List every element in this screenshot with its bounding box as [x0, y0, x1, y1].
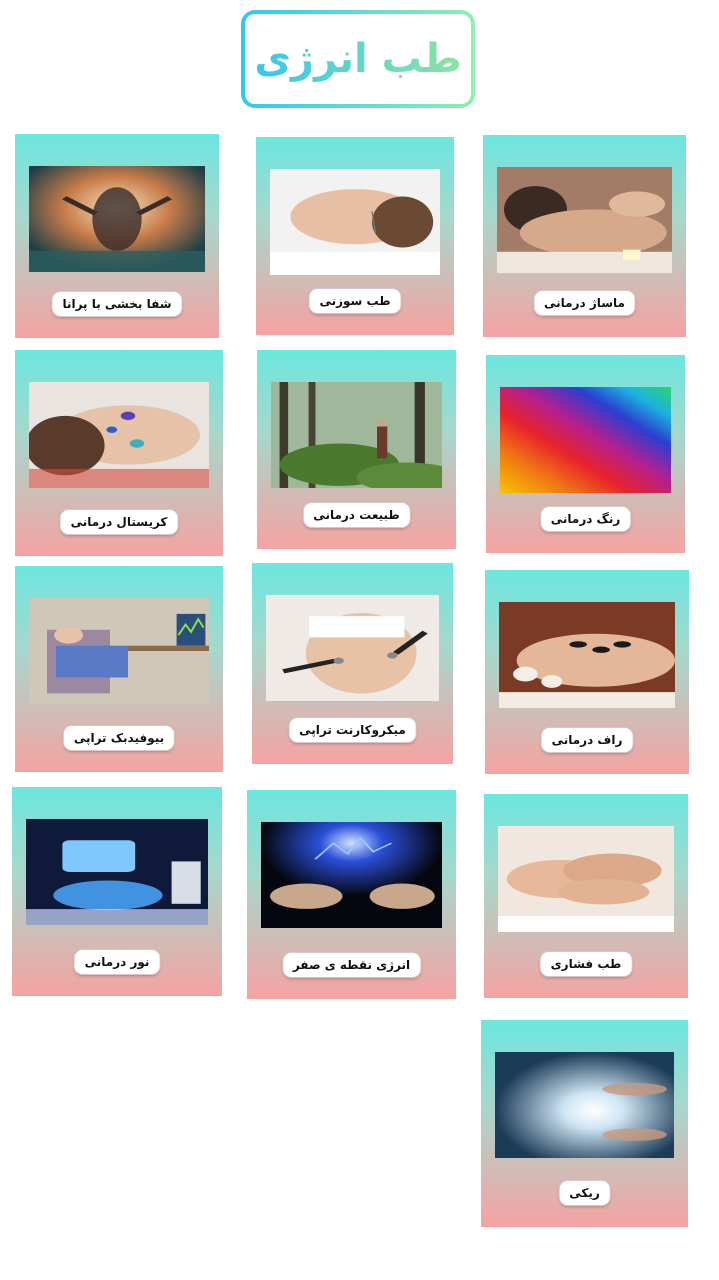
- card-acupressure[interactable]: طب فشاری: [484, 794, 688, 998]
- card-acupuncture[interactable]: طب سوزنی: [256, 137, 454, 335]
- card-reiki[interactable]: ریکی: [481, 1020, 688, 1227]
- page-title: طب انرژی: [254, 36, 462, 82]
- card-label: بیوفیدبک تراپی: [63, 726, 175, 750]
- page-title-box: طب انرژی: [241, 10, 475, 108]
- microcurrent-photo: [266, 595, 439, 701]
- card-label: انرژی نقطه ی صفر: [282, 953, 421, 977]
- card-light-therapy[interactable]: نور درمانی: [12, 787, 222, 996]
- card-label: طبیعت درمانی: [303, 503, 410, 527]
- color-therapy-photo: [500, 387, 671, 493]
- zero-point-energy-photo: [261, 822, 442, 928]
- card-zero-point-energy[interactable]: انرژی نقطه ی صفر: [247, 790, 456, 999]
- card-label: میکروکارنت تراپی: [289, 718, 416, 742]
- card-label: نور درمانی: [74, 950, 160, 974]
- card-label: کریستال درمانی: [60, 510, 178, 534]
- card-label: شفا بخشی با پرانا: [52, 292, 182, 316]
- card-label: ریکی: [559, 1181, 610, 1205]
- hot-stone-photo: [499, 602, 675, 708]
- crystal-therapy-photo: [29, 382, 209, 488]
- card-massage-therapy[interactable]: ماساژ درمانی: [483, 135, 686, 337]
- card-color-therapy[interactable]: رنگ درمانی: [486, 355, 685, 553]
- acupuncture-photo: [270, 169, 440, 275]
- massage-photo: [497, 167, 672, 273]
- light-therapy-photo: [26, 819, 208, 925]
- nature-therapy-photo: [271, 382, 442, 488]
- card-nature-therapy[interactable]: طبیعت درمانی: [257, 350, 456, 549]
- card-crystal-therapy[interactable]: کریستال درمانی: [15, 350, 223, 556]
- card-label: رنگ درمانی: [540, 507, 631, 531]
- card-label: طب فشاری: [540, 952, 632, 976]
- acupressure-photo: [498, 826, 674, 932]
- card-label: راف درمانی: [541, 728, 633, 752]
- card-label: ماساژ درمانی: [534, 291, 635, 315]
- card-prana-healing[interactable]: شفا بخشی با پرانا: [15, 134, 219, 338]
- prana-healing-photo: [29, 166, 205, 272]
- card-hot-stone[interactable]: راف درمانی: [485, 570, 689, 774]
- biofeedback-photo: [29, 598, 209, 704]
- card-biofeedback[interactable]: بیوفیدبک تراپی: [15, 566, 223, 772]
- card-microcurrent[interactable]: میکروکارنت تراپی: [252, 563, 453, 764]
- card-label: طب سوزنی: [309, 289, 401, 313]
- reiki-photo: [495, 1052, 674, 1158]
